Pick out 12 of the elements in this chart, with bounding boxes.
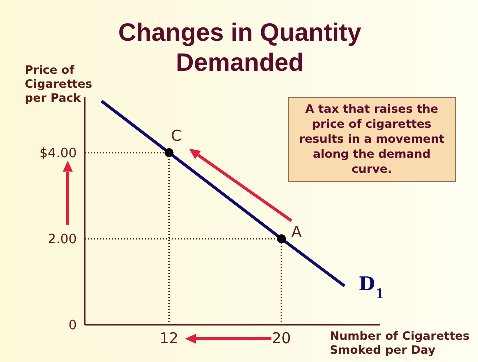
series-label: D$_{1}$ xyxy=(358,273,385,302)
y-tick-label: 0 xyxy=(68,318,77,334)
y-axis-title: Price of Cigarettes per Pack xyxy=(25,63,94,105)
x-tick-label: 12 xyxy=(160,330,179,348)
y-tick-label: $4.00 xyxy=(40,146,77,162)
annotation: A xyxy=(292,222,303,241)
x-axis-title: Number of Cigarettes Smoked per Day xyxy=(330,329,470,357)
y-tick-label: 2.00 xyxy=(48,232,77,248)
annotation: C xyxy=(171,126,182,145)
annotation: A tax that raises the price of cigarettes results in a movement along the demand curve. xyxy=(288,97,456,182)
x-tick-label: 20 xyxy=(272,330,292,348)
chart-title: Changes in Quantity Demanded xyxy=(118,19,362,77)
